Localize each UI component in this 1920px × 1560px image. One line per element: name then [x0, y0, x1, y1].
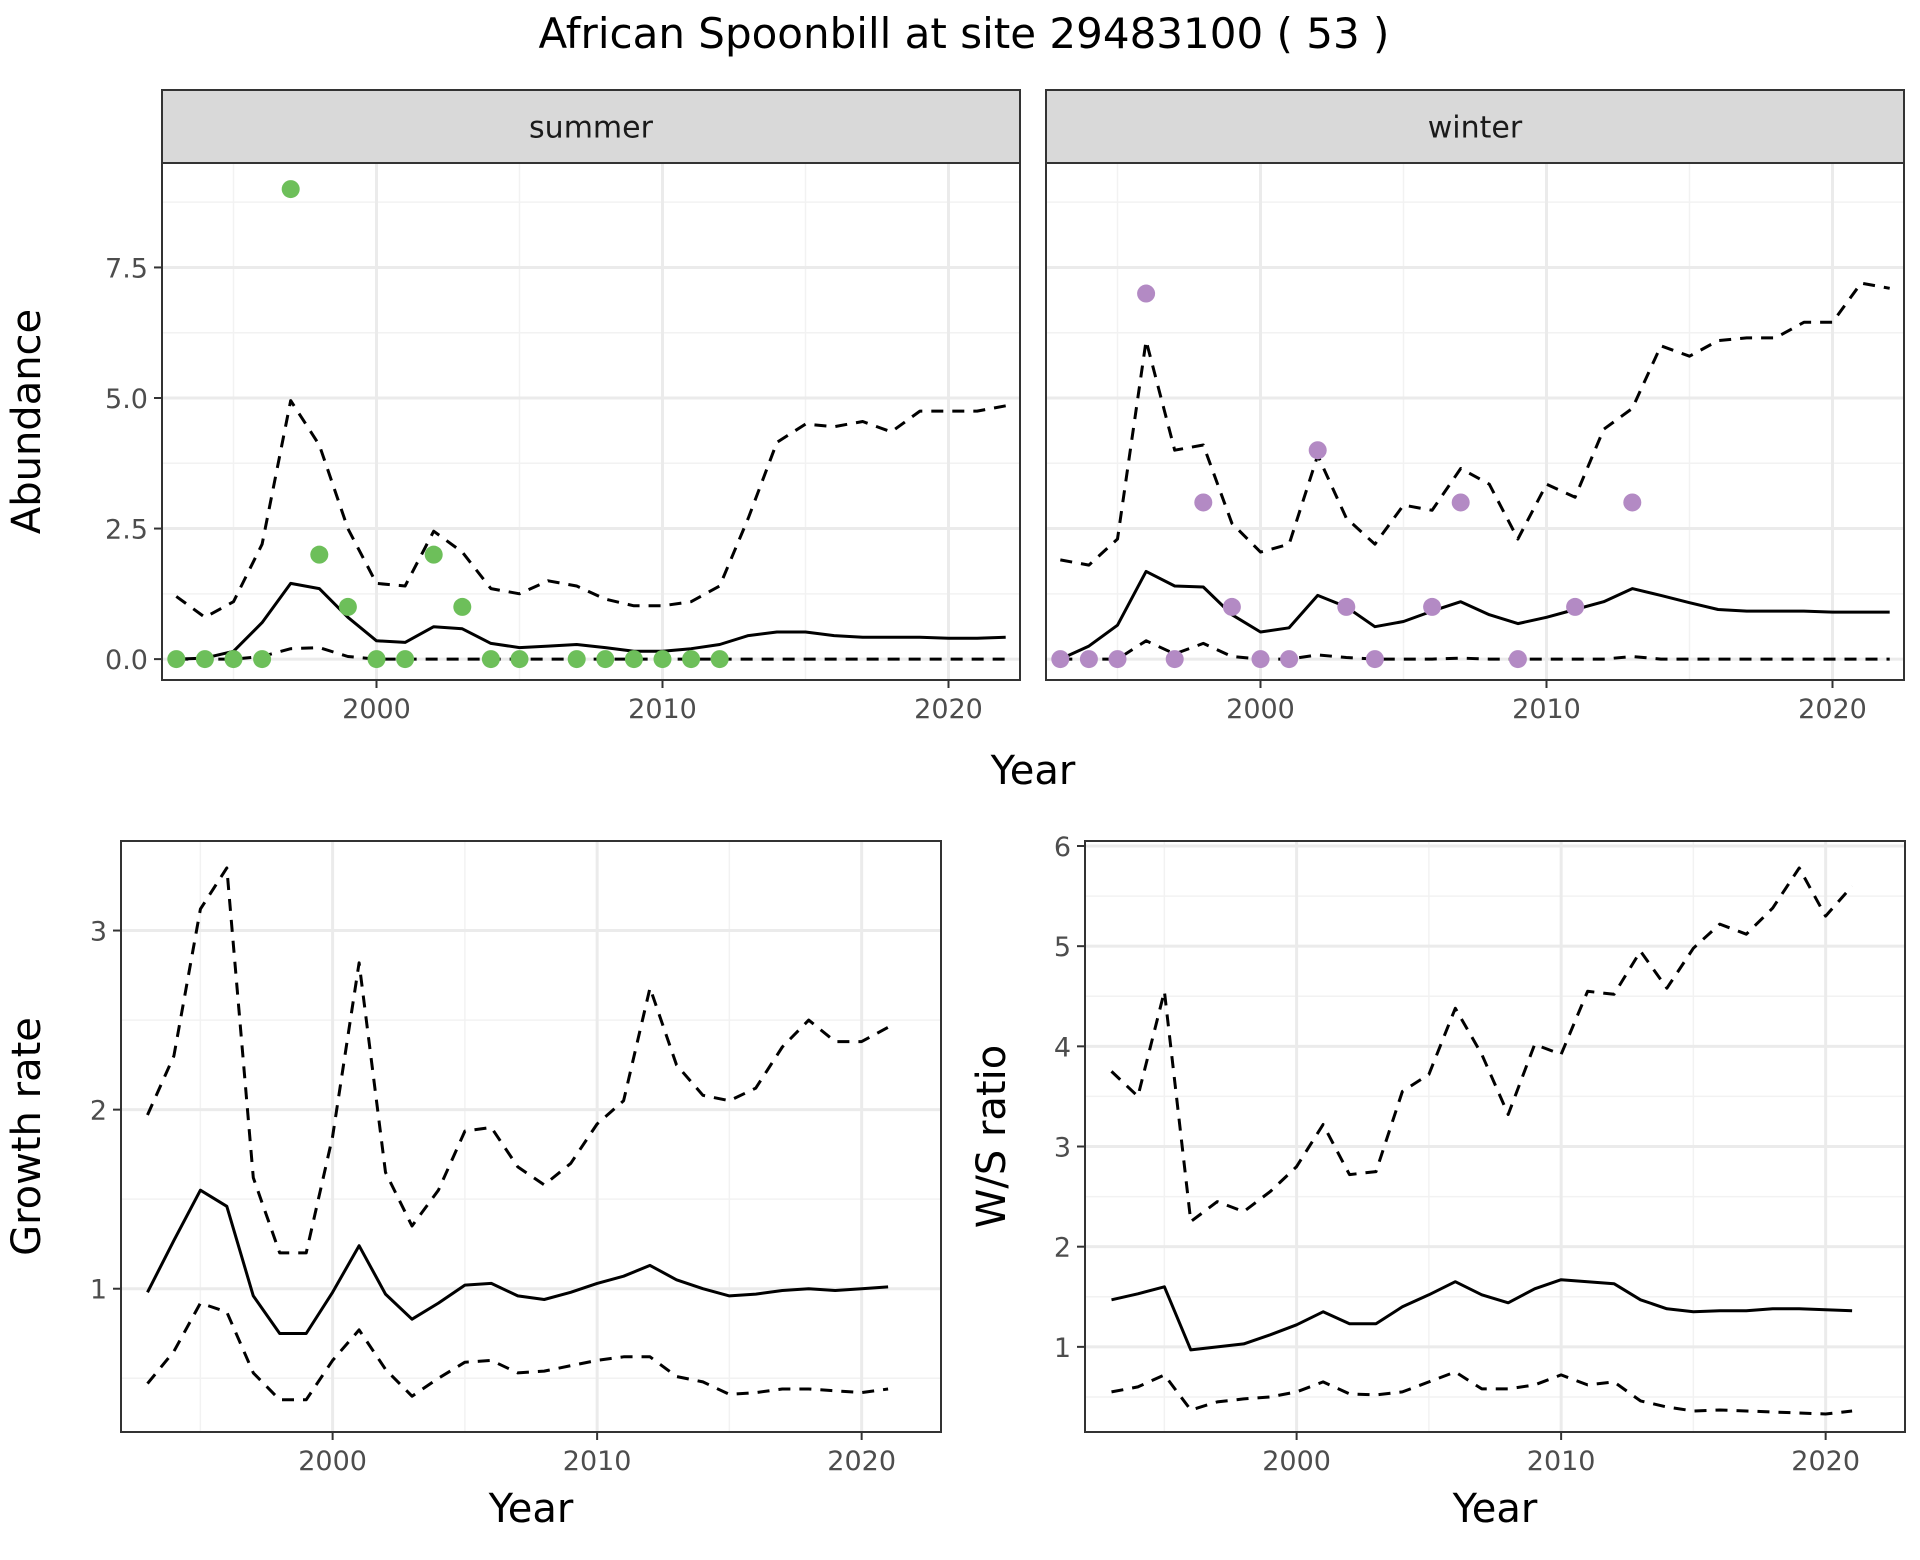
- strip-background: [1045, 89, 1905, 164]
- panel-border: [120, 840, 942, 1433]
- observed-point: [1194, 493, 1213, 512]
- series-line-lower: [146, 1301, 889, 1402]
- plot-area: [167, 180, 1006, 669]
- y-axis-title: Abundance: [4, 309, 50, 534]
- panel-winter: winter 2000 2010 2020: [1045, 89, 1905, 725]
- series-line-mean: [1111, 1278, 1853, 1352]
- y-tick-label: 4: [1054, 1032, 1071, 1063]
- series-line-upper: [175, 399, 1006, 619]
- strip-background: [161, 89, 1021, 164]
- y-tick-label: 1: [1054, 1333, 1071, 1364]
- y-tick-label: 3: [1054, 1133, 1071, 1164]
- x-tick-label: 2000: [1226, 694, 1295, 725]
- plot-area: [146, 866, 889, 1402]
- y-tick-label: 3: [90, 917, 107, 948]
- x-tick-label: 2020: [1791, 1446, 1860, 1477]
- y-tick-label: 2: [90, 1096, 107, 1127]
- series-line-upper: [1110, 866, 1854, 1224]
- observed-point: [624, 650, 643, 669]
- observed-point: [510, 650, 529, 669]
- observed-point: [253, 650, 272, 669]
- x-tick-label: 2020: [914, 694, 983, 725]
- x-axis-title: Year: [1452, 1486, 1538, 1532]
- panel-border: [1084, 840, 1906, 1433]
- plot-background: [1046, 163, 1904, 680]
- observed-point: [567, 650, 586, 669]
- strip-label: winter: [1428, 111, 1523, 146]
- observed-point: [338, 597, 357, 616]
- observed-point: [1079, 650, 1098, 669]
- panel-summer: summer 2000 2010 2020 0.0 2.5 5.0 7.5 Abundance: [4, 89, 1021, 725]
- panel-ws-ratio: 2000 2010 2020 Year 1 2 3 4 5 6 W/S ratio: [969, 832, 1906, 1532]
- x-tick-label: 2000: [1262, 1446, 1331, 1477]
- plot-background: [1085, 841, 1905, 1432]
- observed-point: [1222, 597, 1241, 616]
- series-line-lower: [1111, 1370, 1853, 1416]
- y-tick-label: 5.0: [105, 384, 148, 415]
- panel-growth-rate: 2000 2010 2020 Year 1 2 3 Growth rate: [4, 840, 942, 1532]
- plot-area: [1110, 866, 1854, 1416]
- plot-background: [162, 163, 1020, 680]
- x-tick-label: 2010: [1512, 694, 1581, 725]
- series-line-mean: [176, 581, 1006, 661]
- observed-point: [424, 545, 443, 564]
- observed-point: [1423, 597, 1442, 616]
- observed-point: [367, 650, 386, 669]
- observed-point: [1251, 650, 1270, 669]
- series-line-mean: [1059, 569, 1890, 661]
- observed-point: [596, 650, 615, 669]
- observed-point: [1365, 650, 1384, 669]
- y-axis-title: W/S ratio: [969, 1045, 1015, 1228]
- x-tick-label: 2000: [342, 694, 411, 725]
- series-line-upper: [146, 866, 889, 1255]
- series-line-upper: [1060, 281, 1890, 567]
- observed-point: [1280, 650, 1299, 669]
- strip-label: summer: [529, 111, 654, 146]
- observed-point: [1108, 650, 1127, 669]
- observed-point: [1051, 650, 1070, 669]
- observed-point: [453, 597, 472, 616]
- figure-title: African Spoonbill at site 29483100 ( 53 …: [539, 9, 1390, 58]
- observed-point: [682, 650, 701, 669]
- y-tick-label: 1: [90, 1275, 107, 1306]
- y-tick-label: 2: [1054, 1233, 1071, 1264]
- observed-point: [653, 650, 672, 669]
- x-tick-label: 2010: [563, 1446, 632, 1477]
- observed-point: [310, 545, 329, 564]
- observed-point: [1308, 441, 1327, 460]
- x-tick-label: 2020: [1798, 694, 1867, 725]
- observed-point: [1451, 493, 1470, 512]
- x-axis-title: Year: [488, 1486, 574, 1532]
- series-line-lower: [176, 646, 1006, 661]
- series-line-lower: [1060, 639, 1890, 661]
- series-line-mean: [146, 1188, 889, 1335]
- observed-point: [396, 650, 415, 669]
- y-tick-label: 0.0: [105, 645, 148, 676]
- y-tick-label: 7.5: [105, 253, 148, 284]
- y-tick-label: 6: [1054, 832, 1071, 863]
- observed-point: [167, 650, 186, 669]
- observed-point: [710, 650, 729, 669]
- observed-point: [1623, 493, 1642, 512]
- x-tick-label: 2000: [298, 1446, 367, 1477]
- observed-point: [1508, 650, 1527, 669]
- y-axis-title: Growth rate: [4, 1017, 50, 1256]
- y-tick-label: 2.5: [105, 515, 148, 546]
- plot-area: [1051, 281, 1890, 669]
- y-tick-label: 5: [1054, 932, 1071, 963]
- observed-point: [195, 650, 214, 669]
- observed-point: [1137, 284, 1156, 303]
- plot-background: [121, 841, 941, 1432]
- x-tick-label: 2010: [628, 694, 697, 725]
- x-axis-title-top: Year: [990, 748, 1076, 794]
- observed-point: [1566, 597, 1585, 616]
- x-tick-label: 2010: [1527, 1446, 1596, 1477]
- x-tick-label: 2020: [827, 1446, 896, 1477]
- observed-point: [481, 650, 500, 669]
- observed-point: [1165, 650, 1184, 669]
- observed-point: [224, 650, 243, 669]
- observed-point: [1337, 597, 1356, 616]
- observed-point: [281, 180, 300, 199]
